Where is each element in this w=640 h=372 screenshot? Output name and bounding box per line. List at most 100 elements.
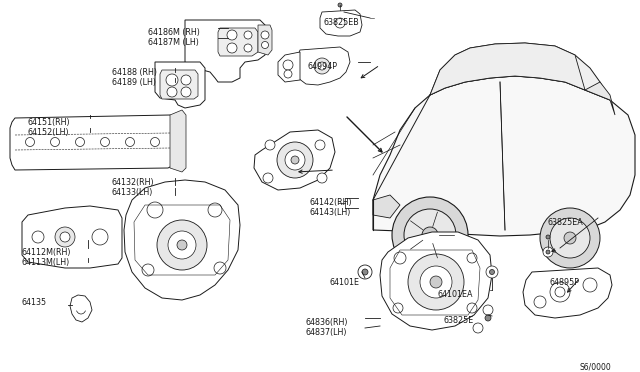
Text: 64132(RH): 64132(RH) bbox=[112, 178, 155, 187]
Circle shape bbox=[284, 70, 292, 78]
Circle shape bbox=[543, 247, 553, 257]
Circle shape bbox=[208, 203, 222, 217]
Circle shape bbox=[550, 218, 590, 258]
Polygon shape bbox=[185, 20, 265, 82]
Text: 63825E: 63825E bbox=[443, 316, 473, 325]
Text: 64836(RH): 64836(RH) bbox=[305, 318, 348, 327]
Polygon shape bbox=[218, 28, 258, 56]
Circle shape bbox=[166, 74, 178, 86]
Circle shape bbox=[338, 3, 342, 7]
Circle shape bbox=[285, 150, 305, 170]
Circle shape bbox=[555, 287, 565, 297]
Circle shape bbox=[362, 269, 368, 275]
Circle shape bbox=[181, 87, 191, 97]
Circle shape bbox=[32, 231, 44, 243]
Text: 64113M(LH): 64113M(LH) bbox=[22, 258, 70, 267]
Circle shape bbox=[147, 202, 163, 218]
Circle shape bbox=[430, 276, 442, 288]
Circle shape bbox=[263, 173, 273, 183]
Circle shape bbox=[150, 138, 159, 147]
Circle shape bbox=[420, 266, 452, 298]
Text: 64837(LH): 64837(LH) bbox=[305, 328, 346, 337]
Polygon shape bbox=[296, 47, 350, 85]
Text: 64994P: 64994P bbox=[308, 62, 338, 71]
Circle shape bbox=[142, 264, 154, 276]
Polygon shape bbox=[430, 43, 585, 95]
Polygon shape bbox=[320, 10, 362, 36]
Text: 64142(RH): 64142(RH) bbox=[310, 198, 353, 207]
Text: 64186M (RH): 64186M (RH) bbox=[148, 28, 200, 37]
Text: 64133(LH): 64133(LH) bbox=[112, 188, 154, 197]
Polygon shape bbox=[373, 76, 635, 236]
Circle shape bbox=[318, 62, 326, 70]
Circle shape bbox=[467, 253, 477, 263]
Circle shape bbox=[265, 140, 275, 150]
Circle shape bbox=[546, 235, 550, 239]
Polygon shape bbox=[585, 82, 615, 115]
Circle shape bbox=[564, 232, 576, 244]
Circle shape bbox=[76, 138, 84, 147]
Circle shape bbox=[227, 43, 237, 53]
Circle shape bbox=[291, 156, 299, 164]
Circle shape bbox=[335, 18, 345, 28]
Circle shape bbox=[422, 227, 438, 243]
Circle shape bbox=[490, 269, 495, 275]
Circle shape bbox=[214, 262, 226, 274]
Text: 64895P: 64895P bbox=[550, 278, 580, 287]
Text: 64189 (LH): 64189 (LH) bbox=[112, 78, 156, 87]
Circle shape bbox=[483, 305, 493, 315]
Polygon shape bbox=[155, 62, 205, 108]
Text: 64187M (LH): 64187M (LH) bbox=[148, 38, 199, 47]
Polygon shape bbox=[430, 43, 610, 100]
Circle shape bbox=[181, 75, 191, 85]
Circle shape bbox=[408, 254, 464, 310]
Circle shape bbox=[92, 229, 108, 245]
Polygon shape bbox=[254, 130, 335, 190]
Circle shape bbox=[157, 220, 207, 270]
Circle shape bbox=[167, 87, 177, 97]
Text: 63825EB: 63825EB bbox=[323, 18, 359, 27]
Circle shape bbox=[177, 240, 187, 250]
Circle shape bbox=[60, 232, 70, 242]
Circle shape bbox=[404, 209, 456, 261]
Text: 64112M(RH): 64112M(RH) bbox=[22, 248, 72, 257]
Circle shape bbox=[244, 31, 252, 39]
Circle shape bbox=[26, 138, 35, 147]
Polygon shape bbox=[10, 115, 178, 170]
Circle shape bbox=[314, 58, 330, 74]
Text: 63825EA: 63825EA bbox=[548, 218, 584, 227]
Circle shape bbox=[540, 208, 600, 268]
Circle shape bbox=[486, 266, 498, 278]
Circle shape bbox=[51, 138, 60, 147]
Circle shape bbox=[262, 42, 269, 48]
Polygon shape bbox=[278, 52, 300, 82]
Polygon shape bbox=[124, 180, 240, 300]
Polygon shape bbox=[22, 206, 122, 268]
Text: 64101EA: 64101EA bbox=[438, 290, 474, 299]
Circle shape bbox=[168, 231, 196, 259]
Circle shape bbox=[583, 278, 597, 292]
Polygon shape bbox=[70, 295, 92, 322]
Text: S6/0000: S6/0000 bbox=[580, 362, 612, 371]
Circle shape bbox=[467, 303, 477, 313]
Circle shape bbox=[317, 173, 327, 183]
Text: 64135: 64135 bbox=[22, 298, 47, 307]
Text: 64151(RH): 64151(RH) bbox=[28, 118, 70, 127]
Circle shape bbox=[55, 227, 75, 247]
Polygon shape bbox=[170, 110, 186, 172]
Circle shape bbox=[283, 60, 293, 70]
Text: 64143(LH): 64143(LH) bbox=[310, 208, 351, 217]
Text: 64101E: 64101E bbox=[330, 278, 360, 287]
Circle shape bbox=[100, 138, 109, 147]
Polygon shape bbox=[160, 70, 198, 99]
Circle shape bbox=[315, 140, 325, 150]
Circle shape bbox=[227, 30, 237, 40]
Circle shape bbox=[261, 31, 269, 39]
Circle shape bbox=[394, 252, 406, 264]
Circle shape bbox=[534, 296, 546, 308]
Polygon shape bbox=[258, 25, 272, 55]
Circle shape bbox=[393, 303, 403, 313]
Polygon shape bbox=[523, 268, 612, 318]
Circle shape bbox=[550, 282, 570, 302]
Circle shape bbox=[358, 265, 372, 279]
